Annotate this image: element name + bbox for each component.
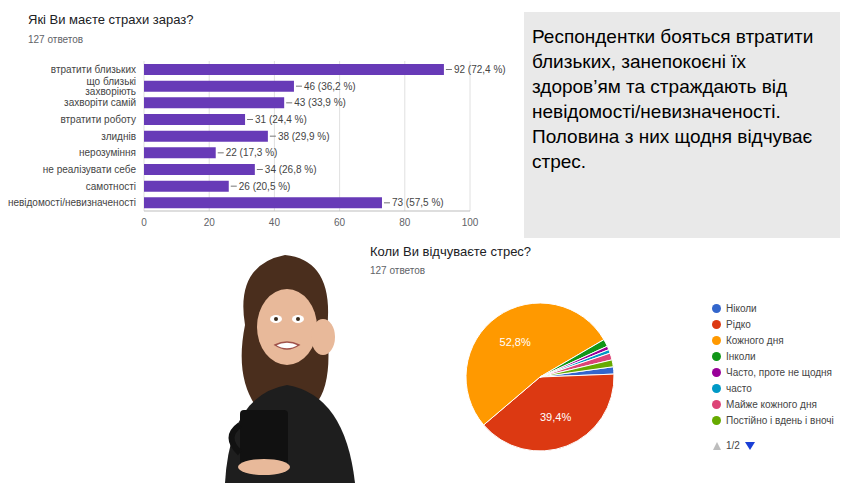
svg-text:невідомості/невизначеності: невідомості/невизначеності [8, 197, 136, 208]
svg-text:самотності: самотності [86, 181, 136, 192]
html-text:часто: часто [726, 382, 752, 394]
svg-text:92 (72,4 %): 92 (72,4 %) [454, 64, 506, 75]
html-text:Майже кожного дня: Майже кожного дня [726, 398, 817, 410]
svg-text:що близькізахворіють: що близькізахворіють [85, 76, 136, 97]
svg-text:38 (29,9 %): 38 (29,9 %) [278, 131, 330, 142]
html-text:Рідко: Рідко [726, 318, 751, 330]
svg-text:26 (20,5 %): 26 (20,5 %) [239, 181, 291, 192]
svg-text:39,4%: 39,4% [540, 411, 571, 423]
svg-text:73 (57,5 %): 73 (57,5 %) [392, 197, 444, 208]
html-text:Кожного дня: Кожного дня [726, 334, 784, 346]
svg-text:46 (36,2 %): 46 (36,2 %) [304, 81, 356, 92]
svg-text:втратити роботу: втратити роботу [60, 114, 136, 125]
svg-text:34 (26,8 %): 34 (26,8 %) [265, 164, 317, 175]
html-text:Коли Ви відчуваєте стрес?: Коли Ви відчуваєте стрес? [370, 244, 532, 259]
html-text:Ніколи: Ніколи [726, 302, 757, 314]
svg-text:43 (33,9 %): 43 (33,9 %) [294, 97, 346, 108]
svg-text:захворіти самій: захворіти самій [64, 97, 136, 108]
svg-text:0: 0 [141, 217, 147, 228]
html-text:127 ответов: 127 ответов [370, 265, 426, 276]
html-text:1/2: 1/2 [726, 440, 740, 451]
svg-text:52,8%: 52,8% [500, 336, 531, 348]
html-text:127 ответов: 127 ответов [28, 34, 84, 45]
html-text:Які Ви маєте страхи зараз?: Які Ви маєте страхи зараз? [28, 12, 194, 27]
html-text:Респондентки бояться втратити: Респондентки бояться втратити близьких, … [532, 26, 814, 172]
html-text:Інколи: Інколи [726, 350, 756, 362]
svg-text:100: 100 [462, 217, 479, 228]
svg-text:втратити близьких: втратити близьких [51, 64, 136, 75]
svg-text:80: 80 [399, 217, 411, 228]
svg-text:60: 60 [334, 217, 346, 228]
svg-text:нерозуміння: нерозуміння [79, 147, 136, 158]
svg-text:22 (17,3 %): 22 (17,3 %) [226, 147, 278, 158]
svg-text:40: 40 [269, 217, 281, 228]
svg-text:не реалізувати себе: не реалізувати себе [43, 164, 137, 175]
html-text:Постійно і вдень і вночі: Постійно і вдень і вночі [726, 414, 834, 426]
html-text:Часто, проте не щодня: Часто, проте не щодня [726, 366, 832, 378]
svg-text:31 (24,4 %): 31 (24,4 %) [255, 114, 307, 125]
svg-text:злиднів: злиднів [101, 131, 136, 142]
svg-text:20: 20 [204, 217, 216, 228]
